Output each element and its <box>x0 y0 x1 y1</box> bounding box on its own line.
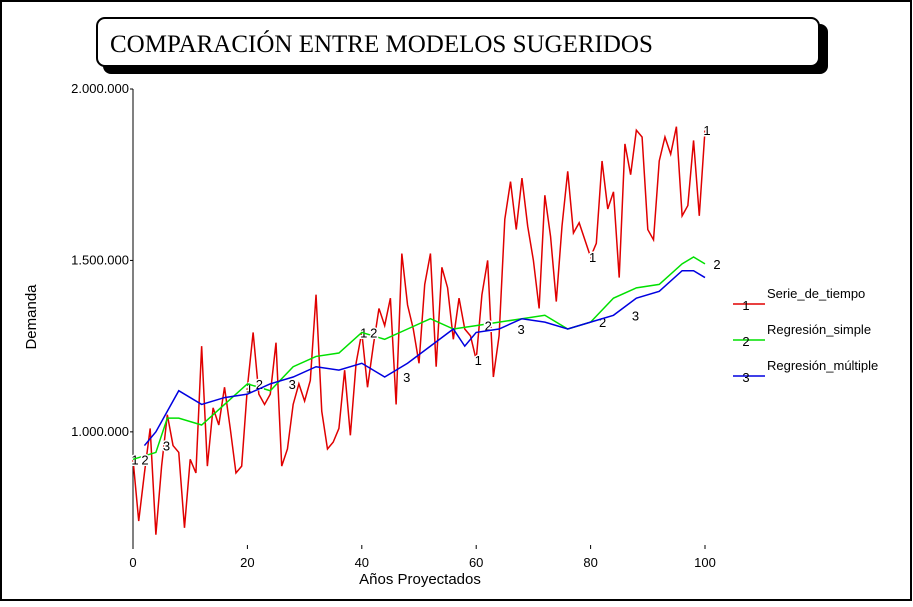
y-tick-label: 1.500.000 <box>71 252 129 267</box>
series-line <box>143 269 706 447</box>
series-line <box>132 256 706 461</box>
x-tick-label: 40 <box>355 555 369 570</box>
series-marker: 3 <box>517 322 524 337</box>
series-marker: 1 <box>131 452 138 467</box>
x-tick-label: 0 <box>129 555 136 570</box>
legend-marker: 2 <box>742 334 749 349</box>
y-axis-label: Demanda <box>23 284 40 350</box>
legend-marker: 3 <box>742 370 749 385</box>
x-tick-label: 20 <box>240 555 254 570</box>
x-tick-label: 60 <box>469 555 483 570</box>
legend-marker: 1 <box>742 298 749 313</box>
series-marker: 3 <box>632 308 639 323</box>
y-tick-label: 2.000.000 <box>71 81 129 96</box>
y-tick-label: 1.000.000 <box>71 424 129 439</box>
series-marker: 2 <box>256 377 263 392</box>
series-marker: 2 <box>485 319 492 334</box>
series-marker: 3 <box>289 377 296 392</box>
series-line <box>132 126 706 535</box>
series-marker: 2 <box>370 325 377 340</box>
series-marker: 1 <box>589 250 596 265</box>
series-marker: 2 <box>141 452 148 467</box>
series-marker: 3 <box>403 370 410 385</box>
series-marker: 1 <box>703 123 710 138</box>
title-box <box>96 17 820 67</box>
x-tick-label: 80 <box>583 555 597 570</box>
series-marker: 1 <box>475 353 482 368</box>
x-tick-label: 100 <box>694 555 716 570</box>
series-marker: 2 <box>713 257 720 272</box>
legend-label: Regresión_simple <box>767 322 871 337</box>
chart-title: COMPARACIÓN ENTRE MODELOS SUGERIDOS <box>110 30 653 58</box>
legend-label: Serie_de_tiempo <box>767 286 865 301</box>
x-axis-label: Años Proyectados <box>359 571 481 588</box>
legend-label: Regresión_múltiple <box>767 358 878 373</box>
series-marker: 1 <box>246 380 253 395</box>
series-marker: 3 <box>163 439 170 454</box>
series-marker: 2 <box>599 315 606 330</box>
